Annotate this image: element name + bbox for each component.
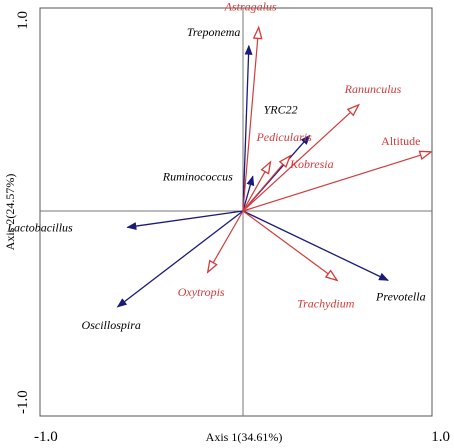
y-axis-label: Axis 2(24.57%) bbox=[3, 174, 17, 251]
vector-arrow-ranunculus bbox=[242, 103, 361, 212]
vector-label-ranunculus: Ranunculus bbox=[344, 82, 402, 96]
y-tick-min: -1.0 bbox=[15, 390, 31, 414]
vector-arrow-lactobacillus bbox=[126, 210, 244, 231]
vector-arrow-astragalus bbox=[242, 25, 263, 212]
x-axis-label: Axis 1(34.61%) bbox=[206, 430, 283, 444]
vector-label-treponema: Treponema bbox=[187, 25, 241, 39]
vector-label-altitude: Altitude bbox=[381, 134, 420, 148]
vector-label-oxytropis: Oxytropis bbox=[178, 285, 225, 299]
vector-label-astragalus: Astragalus bbox=[224, 0, 277, 13]
plot-frame bbox=[39, 7, 433, 417]
y-tick-max: 1.0 bbox=[15, 11, 31, 30]
vector-arrow-prevotella bbox=[242, 210, 389, 281]
vector-label-pedicularis: Pedicularis bbox=[255, 130, 312, 144]
vector-arrow-ruminococcus bbox=[242, 175, 255, 212]
vector-arrow-altitude bbox=[242, 150, 433, 212]
vector-label-lactobacillus: Lactobacillus bbox=[6, 220, 73, 234]
vector-arrow-oscillospira bbox=[116, 210, 244, 308]
vector-label-kobresia: Kobresia bbox=[289, 157, 334, 171]
vector-label-yrc22: YRC22 bbox=[264, 103, 298, 117]
x-tick-max: 1.0 bbox=[431, 429, 450, 445]
vector-arrow-kobresia bbox=[242, 154, 292, 212]
vector-label-prevotella: Prevotella bbox=[375, 289, 426, 303]
vector-arrow-oxytropis bbox=[206, 210, 244, 274]
vector-label-trachydium: Trachydium bbox=[297, 296, 355, 310]
vector-arrow-trachydium bbox=[242, 210, 339, 282]
vector-group: Treponema YRC22 Ruminococcus Lactobacillus O… bbox=[6, 0, 433, 332]
vector-arrow-pedicularis bbox=[242, 160, 272, 212]
vector-label-ruminococcus: Ruminococcus bbox=[162, 169, 233, 183]
vector-arrow-treponema bbox=[242, 44, 253, 212]
x-tick-min: -1.0 bbox=[34, 429, 58, 445]
vector-label-oscillospira: Oscillospira bbox=[82, 318, 141, 332]
